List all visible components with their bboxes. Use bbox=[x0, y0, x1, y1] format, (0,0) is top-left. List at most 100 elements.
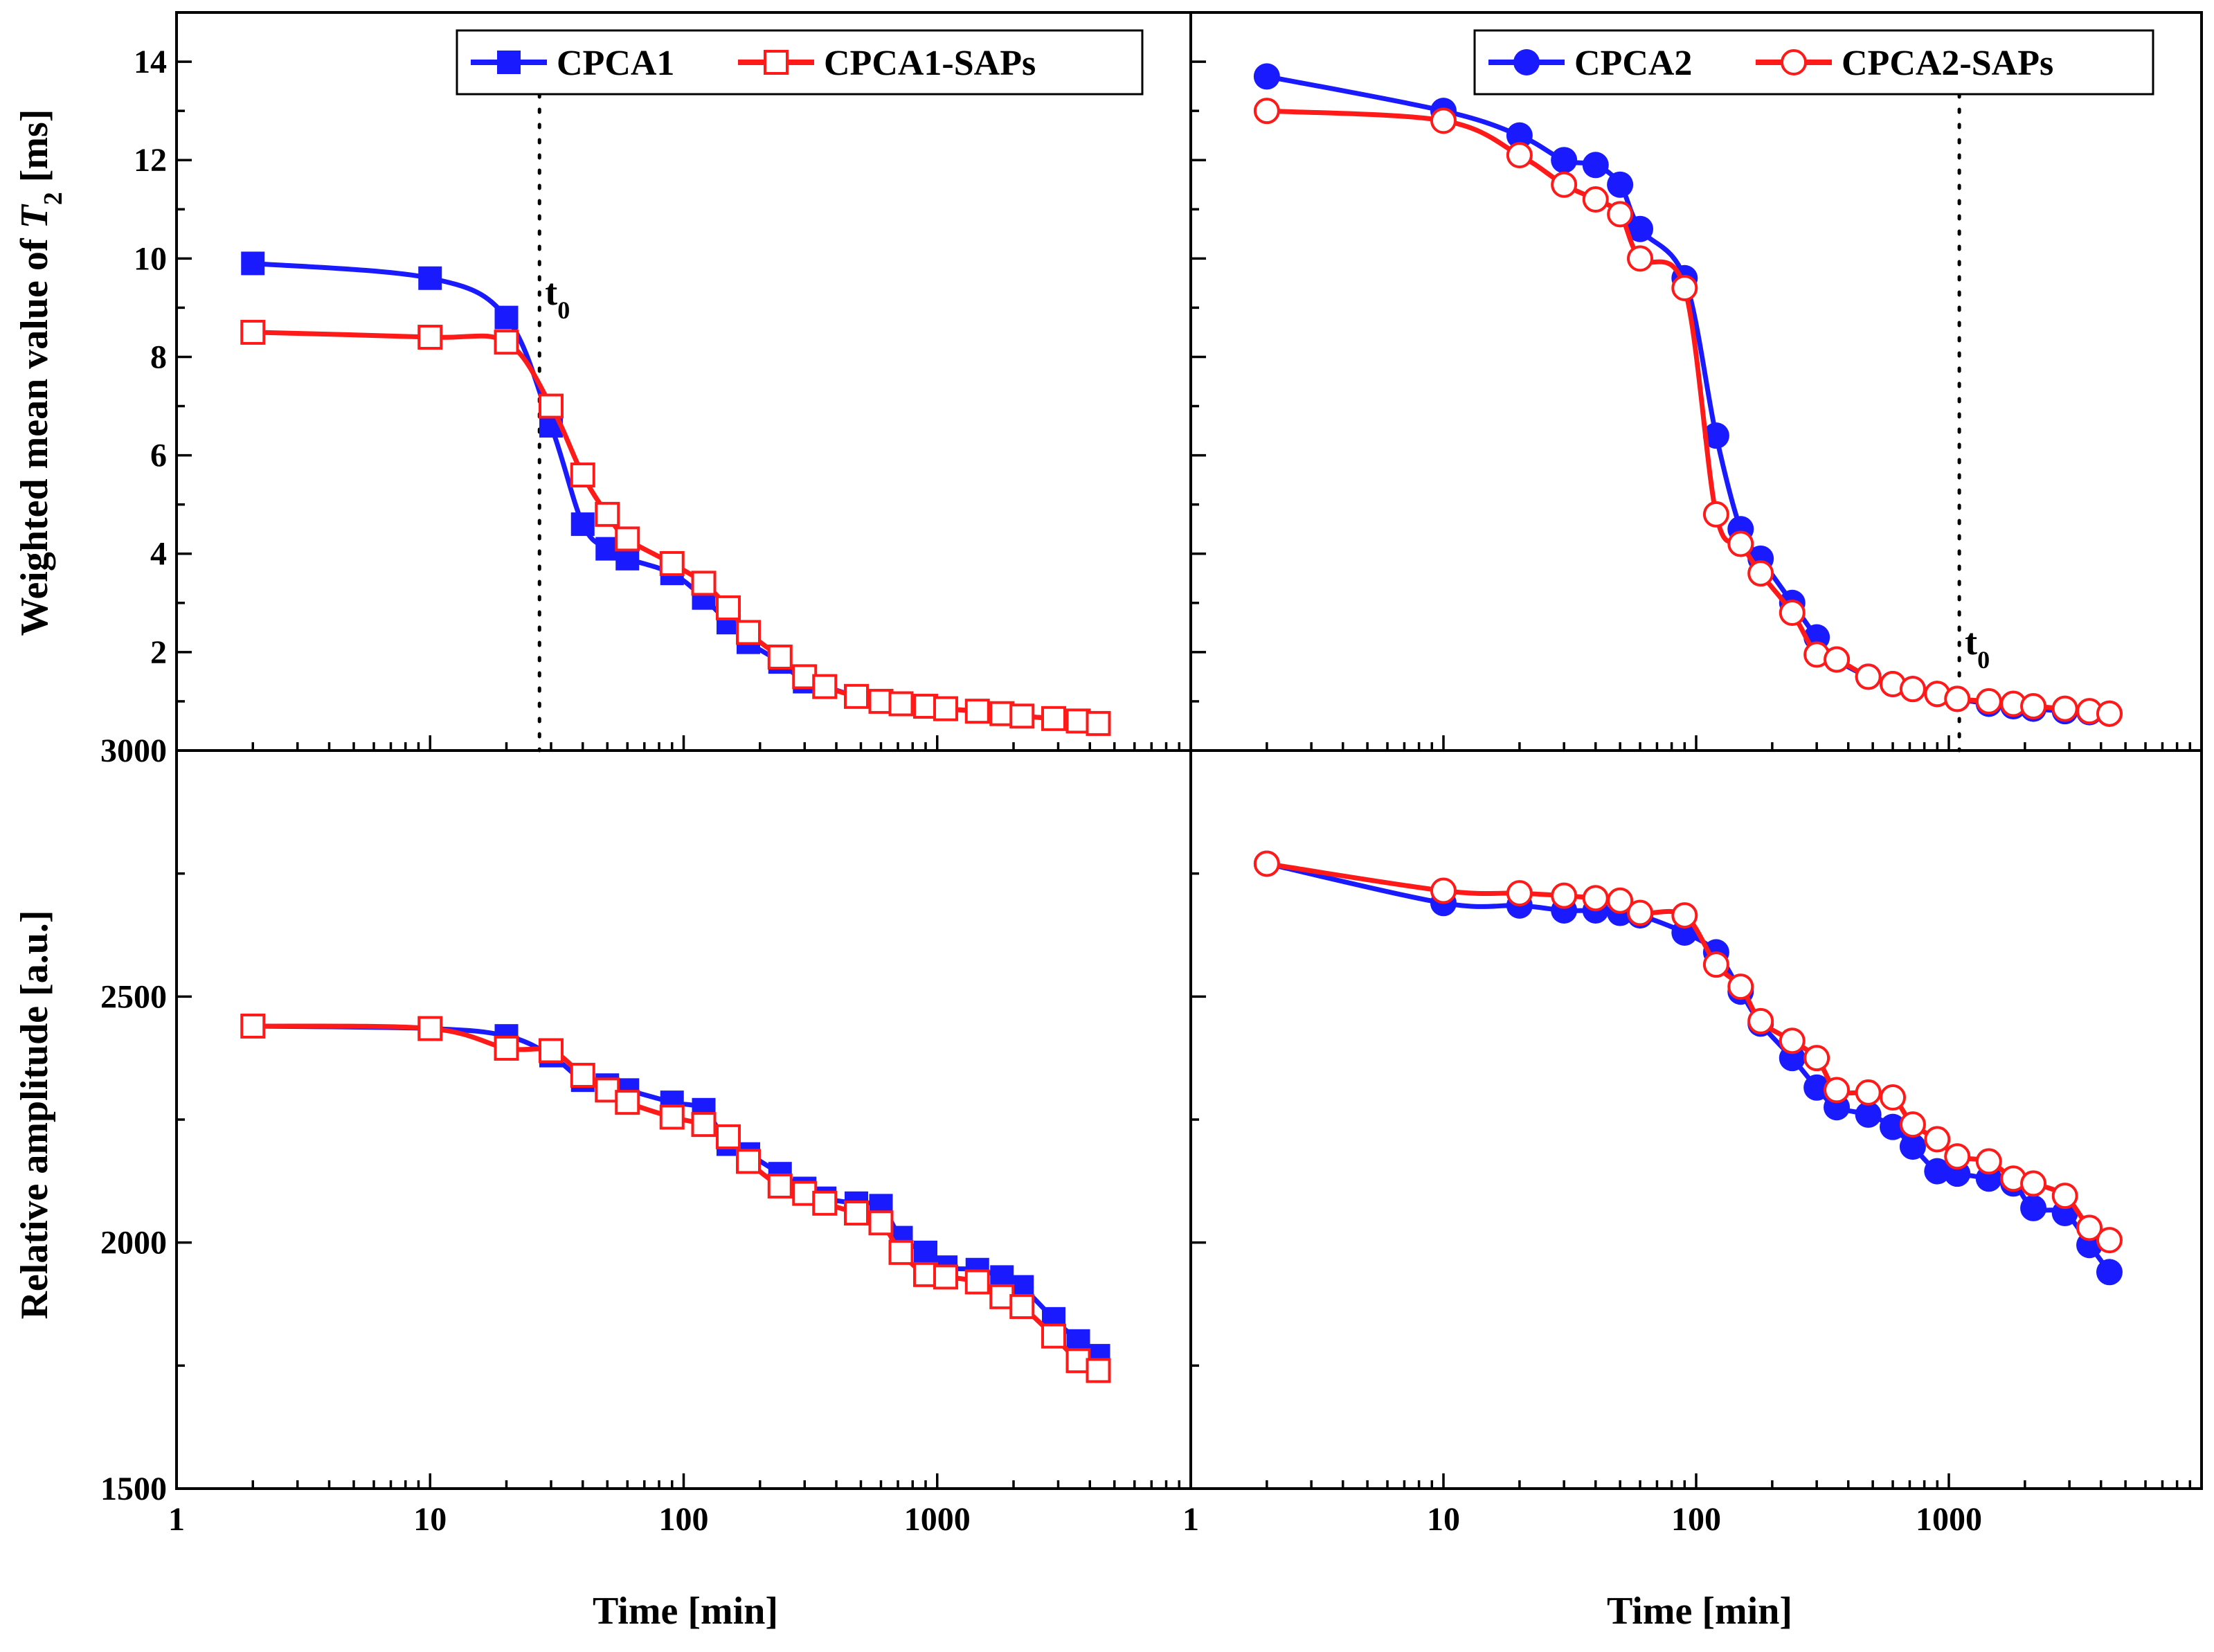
data-point bbox=[1824, 646, 1851, 673]
data-point bbox=[240, 1013, 266, 1039]
data-point bbox=[417, 325, 443, 350]
data-point bbox=[1253, 63, 1280, 90]
data-point bbox=[570, 463, 595, 488]
legend: CPCA2 CPCA2-SAPs bbox=[1473, 29, 2154, 96]
legend-label: CPCA2 bbox=[1574, 44, 1692, 83]
data-point bbox=[494, 330, 519, 355]
y-tick-label: 6 bbox=[150, 438, 167, 474]
series-CPCA2-SAPs bbox=[1253, 850, 2123, 1254]
x-axis-title-left: Time [min] bbox=[593, 1590, 778, 1633]
data-point bbox=[1041, 706, 1067, 731]
data-point bbox=[691, 1112, 717, 1138]
data-point bbox=[2020, 1170, 2047, 1197]
data-point bbox=[888, 691, 914, 717]
x-tick-label: 1 bbox=[1182, 1501, 1199, 1538]
data-point bbox=[2020, 693, 2047, 720]
y-tick-label: 2000 bbox=[100, 1225, 167, 1262]
data-point bbox=[812, 674, 838, 699]
data-point bbox=[1430, 877, 1457, 904]
y-tick-label: 14 bbox=[134, 44, 167, 80]
data-point bbox=[1506, 142, 1533, 169]
data-point bbox=[1924, 1158, 1951, 1185]
data-point bbox=[1551, 171, 1578, 198]
y-title-top-prefix: Weighted mean value of bbox=[13, 228, 56, 636]
data-point bbox=[933, 1264, 958, 1290]
legend-label: CPCA1-SAPs bbox=[824, 44, 1036, 83]
data-point bbox=[933, 696, 958, 721]
data-point bbox=[1253, 98, 1280, 125]
data-point bbox=[615, 526, 640, 552]
data-point bbox=[1582, 152, 1609, 179]
data-point bbox=[1607, 201, 1634, 228]
data-point bbox=[1803, 1074, 1830, 1101]
data-point bbox=[1899, 1133, 1926, 1160]
t0-subscript: 0 bbox=[557, 296, 570, 324]
data-point bbox=[570, 512, 595, 537]
data-point bbox=[1779, 600, 1806, 627]
data-point bbox=[1779, 1027, 1806, 1054]
data-point bbox=[1880, 1113, 1907, 1140]
legend-label: CPCA2-SAPs bbox=[1842, 44, 2053, 83]
t0-base: t bbox=[1965, 621, 1977, 663]
data-point bbox=[1944, 685, 1971, 712]
data-point bbox=[2051, 1183, 2078, 1210]
data-point bbox=[1551, 882, 1578, 909]
data-point bbox=[1855, 1101, 1882, 1128]
data-point bbox=[1855, 663, 1882, 690]
data-point bbox=[2051, 695, 2078, 722]
legend-box bbox=[456, 29, 1144, 96]
data-point bbox=[1899, 1111, 1926, 1138]
y-title-top-sub: 2 bbox=[39, 192, 68, 205]
data-point bbox=[2096, 1259, 2123, 1286]
data-point bbox=[1880, 1084, 1907, 1111]
data-point bbox=[494, 1035, 519, 1061]
data-point bbox=[595, 501, 620, 527]
data-point bbox=[1009, 1294, 1035, 1320]
data-point bbox=[1824, 1077, 1851, 1104]
data-point bbox=[715, 1124, 741, 1149]
data-point bbox=[1855, 1079, 1882, 1106]
data-point bbox=[1627, 245, 1654, 272]
data-point bbox=[691, 571, 717, 596]
y-tick-label: 3000 bbox=[100, 733, 167, 769]
y-axis-title-bottom: Relative amplitude [a.u.] bbox=[13, 910, 56, 1319]
series-line bbox=[253, 1023, 1100, 1358]
data-point bbox=[494, 305, 519, 330]
data-point bbox=[1551, 147, 1578, 174]
data-point bbox=[1086, 710, 1111, 736]
legend-swatch-marker bbox=[497, 51, 521, 74]
y-title-top-symbol: T bbox=[13, 203, 56, 228]
data-point bbox=[659, 1104, 685, 1130]
data-point bbox=[1702, 951, 1729, 978]
data-point bbox=[538, 1038, 564, 1063]
axes-text: Weighted mean value of T2 [ms] Relative … bbox=[13, 109, 1792, 1633]
y-tick-label: 8 bbox=[150, 339, 167, 375]
data-point bbox=[1582, 885, 1609, 912]
data-point bbox=[1702, 501, 1729, 528]
data-point bbox=[615, 1090, 640, 1115]
panel-top-right: t0 CPCA2 CPCA2-SAPs bbox=[1191, 29, 2192, 753]
data-point bbox=[1924, 1126, 1951, 1153]
series-line bbox=[253, 1023, 1100, 1373]
data-point bbox=[964, 1269, 990, 1295]
series-CPCA1-SAPs bbox=[240, 319, 1111, 736]
legend-swatch-marker bbox=[1781, 49, 1807, 75]
data-point bbox=[868, 1210, 894, 1236]
data-point bbox=[1086, 1358, 1111, 1383]
series-line bbox=[253, 330, 1099, 726]
t0-label: t0 bbox=[1965, 621, 1990, 674]
series-CPCA2 bbox=[1253, 63, 2123, 727]
data-point bbox=[241, 251, 265, 276]
series-CPCA1 bbox=[241, 251, 1110, 735]
series-line bbox=[1266, 73, 2110, 717]
data-point bbox=[1944, 1143, 1971, 1170]
data-point bbox=[2096, 700, 2123, 727]
x-tick-label: 1000 bbox=[1916, 1501, 1982, 1538]
data-point bbox=[1747, 1007, 1774, 1034]
series-line bbox=[253, 260, 1099, 726]
panel-bottom-left: 1500 2000 2500 3000 1 10 100 1000 bbox=[100, 733, 1180, 1538]
x-tick-label: 10 bbox=[413, 1501, 447, 1538]
data-point bbox=[1041, 1323, 1067, 1349]
data-point bbox=[240, 319, 266, 345]
